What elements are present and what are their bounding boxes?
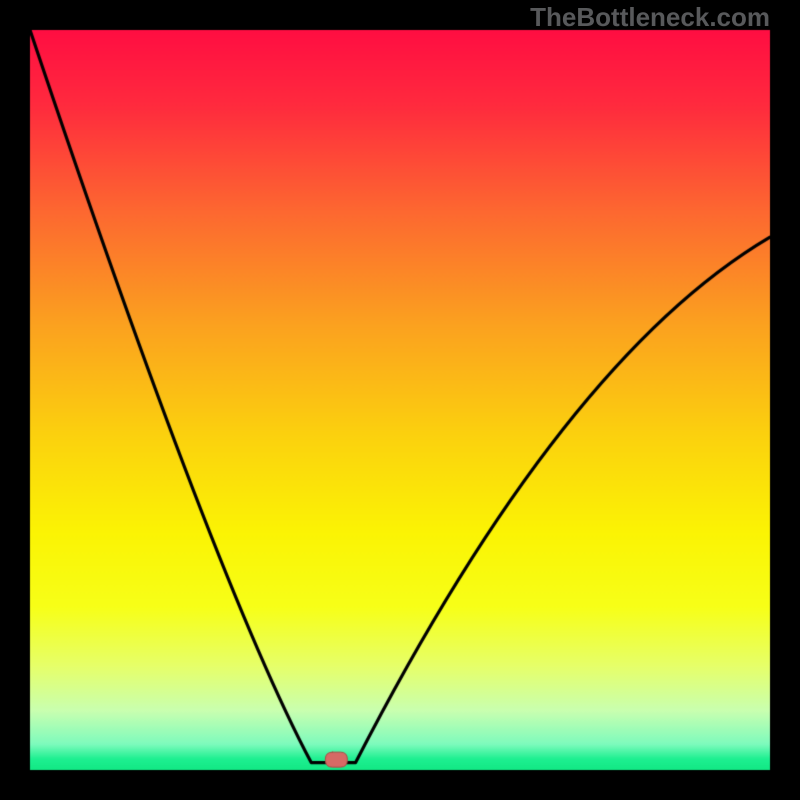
bottleneck-chart-canvas <box>0 0 800 800</box>
chart-stage: TheBottleneck.com <box>0 0 800 800</box>
watermark-text: TheBottleneck.com <box>530 2 770 33</box>
